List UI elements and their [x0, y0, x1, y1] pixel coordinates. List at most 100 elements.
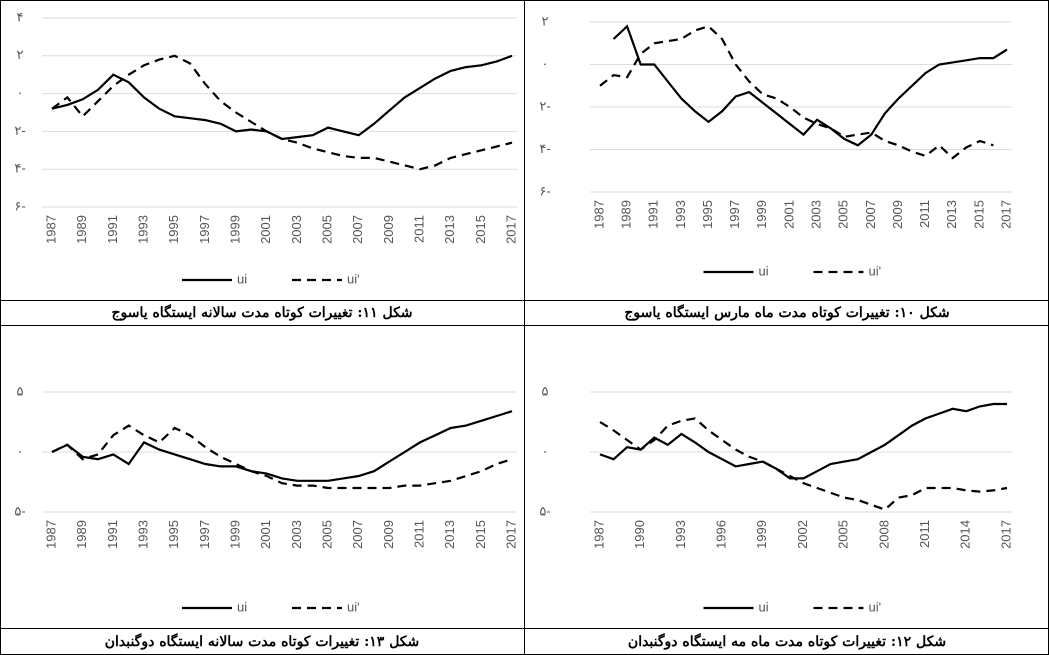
x-tick-label: 2005: [836, 520, 851, 549]
x-tick-label: 1999: [227, 520, 242, 549]
series-line: [600, 404, 1007, 478]
x-tick-label: 2003: [809, 200, 824, 229]
y-tick-label: ۲-: [14, 123, 25, 138]
legend-label: ui': [869, 599, 882, 614]
x-tick-label: 1999: [754, 200, 769, 229]
series-line: [52, 56, 512, 169]
x-tick-label: 1997: [197, 215, 212, 244]
x-tick-label: 2009: [890, 200, 905, 229]
x-tick-label: 1999: [227, 215, 242, 244]
legend-label: ui': [869, 263, 882, 278]
x-tick-label: 1996: [714, 520, 729, 549]
x-tick-label: 1991: [646, 200, 661, 229]
y-tick-label: ۴-: [14, 161, 25, 176]
x-tick-label: 2001: [258, 215, 273, 244]
series-line: [614, 26, 1007, 145]
x-tick-label: 1987: [591, 200, 606, 229]
x-tick-label: 1995: [166, 215, 181, 244]
x-tick-label: 2007: [863, 200, 878, 229]
x-tick-label: 1989: [74, 520, 89, 549]
x-tick-label: 1991: [105, 215, 120, 244]
x-tick-label: 1993: [673, 200, 688, 229]
x-tick-label: 2011: [917, 200, 932, 228]
x-tick-label: 2005: [836, 200, 851, 229]
y-tick-label: ۴-: [539, 141, 550, 156]
y-tick-label: ۶-: [539, 183, 550, 198]
x-tick-label: 2011: [917, 520, 932, 548]
x-tick-label: 1991: [105, 520, 120, 549]
x-tick-label: 1995: [166, 520, 181, 549]
caption: شکل ۱۰: تغییرات کوتاه مدت ماه مارس ایستگ…: [624, 304, 949, 321]
y-tick-label: ۴: [17, 9, 24, 24]
x-tick-label: 2008: [876, 520, 891, 549]
y-tick-label: ۲-: [539, 98, 550, 113]
caption: شکل ۱۳: تغییرات کوتاه مدت سالانه ایستگاه…: [105, 633, 420, 650]
x-tick-label: 1997: [197, 520, 212, 549]
x-tick-label: 1987: [43, 215, 58, 244]
x-tick-label: 1993: [673, 520, 688, 549]
x-tick-label: 2009: [381, 215, 396, 244]
x-tick-label: 1987: [591, 520, 606, 549]
x-tick-label: 2013: [442, 520, 457, 549]
caption: شکل ۱۱: تغییرات کوتاه مدت سالانه ایستگاه…: [111, 304, 412, 321]
x-tick-label: 1990: [632, 520, 647, 549]
x-tick-label: 2017: [503, 520, 518, 549]
x-tick-label: 2017: [503, 215, 518, 244]
x-tick-label: 1995: [700, 200, 715, 229]
chart: ۵ ۰ ۵- 1987 1989 1991 1993 1995 1997 1999 2001 2003…: [14, 383, 518, 650]
x-tick-label: 2007: [350, 215, 365, 244]
series-line: [600, 26, 993, 158]
y-tick-label: ۵-: [14, 503, 25, 518]
x-tick-label: 2009: [381, 520, 396, 549]
legend-label: ui: [759, 263, 769, 278]
y-tick-label: ۰: [542, 443, 549, 458]
x-tick-label: 2013: [442, 215, 457, 244]
chart: ۵ ۰ ۵- 1987 1990 1993 1996 1999 2002 2005 2008 2011…: [539, 383, 1013, 650]
series-line: [600, 418, 1007, 509]
x-tick-label: 2007: [350, 520, 365, 549]
x-tick-label: 2001: [781, 200, 796, 229]
x-tick-label: 2015: [971, 200, 986, 229]
x-tick-label: 1997: [727, 200, 742, 229]
x-tick-label: 1989: [619, 200, 634, 229]
legend-label: ui': [347, 599, 360, 614]
x-tick-label: 2002: [795, 520, 810, 549]
y-tick-label: ۲: [17, 47, 24, 62]
figure-table: ۴ ۲ ۰ ۲- ۴- ۶- 1987 1989 1991 1993 1995 1997 1999 200…: [0, 0, 1049, 655]
x-tick-label: 1993: [135, 520, 150, 549]
x-tick-label: 1987: [43, 520, 58, 549]
y-tick-label: ۰: [17, 443, 24, 458]
x-tick-label: 2011: [411, 215, 426, 243]
legend-label: ui: [759, 599, 769, 614]
y-tick-label: ۲: [542, 13, 549, 28]
x-tick-label: 2015: [473, 520, 488, 549]
x-tick-label: 2003: [289, 215, 304, 244]
x-tick-label: 1989: [74, 215, 89, 244]
x-tick-label: 2014: [958, 520, 973, 549]
legend-label: ui': [347, 271, 360, 286]
x-tick-label: 2005: [319, 215, 334, 244]
x-tick-label: 1999: [754, 520, 769, 549]
x-tick-label: 2011: [411, 520, 426, 548]
legend-label: ui: [237, 599, 247, 614]
x-tick-label: 2013: [944, 200, 959, 229]
series-line: [52, 411, 512, 481]
legend-label: ui: [237, 271, 247, 286]
x-tick-label: 2005: [319, 520, 334, 549]
caption: شکل ۱۲: تغییرات کوتاه مدت ماه مه ایستگاه…: [628, 633, 946, 650]
x-tick-label: 1993: [135, 215, 150, 244]
x-tick-label: 2017: [998, 200, 1013, 229]
y-tick-label: ۵: [542, 383, 549, 398]
series-line: [52, 56, 512, 139]
y-tick-label: ۰: [17, 85, 24, 100]
chart: ۴ ۲ ۰ ۲- ۴- ۶- 1987 1989 1991 1993 1995 1997 1999 200…: [14, 9, 518, 321]
x-tick-label: 2003: [289, 520, 304, 549]
page: {"chart_data": [ {"type": "line", "capti…: [0, 0, 1049, 655]
x-tick-label: 2001: [258, 520, 273, 549]
x-tick-label: 2015: [473, 215, 488, 244]
y-tick-label: ۶-: [14, 198, 25, 213]
y-tick-label: ۵: [17, 383, 24, 398]
y-tick-label: ۵-: [539, 503, 550, 518]
x-tick-label: 2017: [998, 520, 1013, 549]
